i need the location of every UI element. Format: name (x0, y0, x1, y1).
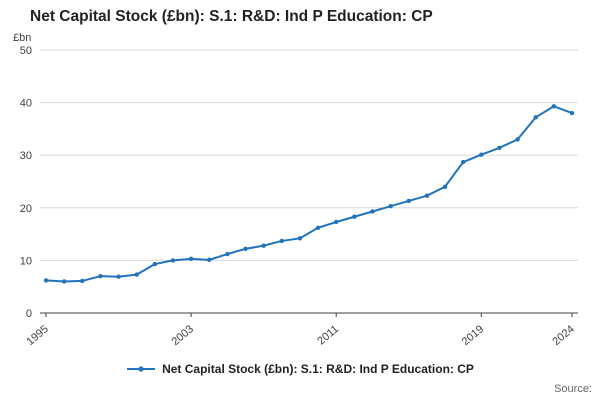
data-point-marker (279, 238, 284, 244)
legend: Net Capital Stock (£bn): S.1: R&D: Ind P… (0, 362, 600, 376)
data-point-marker (297, 236, 303, 241)
y-tick-label: 40 (20, 98, 32, 110)
data-point-marker (460, 159, 466, 165)
data-point-marker (569, 110, 575, 116)
data-point-marker (497, 145, 502, 151)
data-point-marker (352, 214, 357, 219)
data-point-marker (61, 279, 67, 284)
data-point-marker (207, 257, 212, 263)
legend-line-marker-icon (127, 366, 156, 372)
data-point-marker (533, 115, 538, 120)
series-line (45, 105, 573, 283)
x-tick-label: 2019 (460, 323, 486, 348)
data-point-marker (315, 225, 321, 230)
data-point-marker (424, 193, 430, 198)
data-point-marker (188, 256, 194, 262)
data-point-marker (479, 152, 484, 157)
data-point-marker (261, 243, 266, 248)
y-tick-label: 0 (26, 308, 32, 320)
source-label: Source: (554, 383, 592, 395)
y-axis-unit-label: £bn (13, 32, 32, 44)
x-tick-label: 1995 (24, 323, 50, 348)
legend-label: Net Capital Stock (£bn): S.1: R&D: Ind P… (162, 362, 474, 376)
data-point-marker (152, 261, 158, 267)
data-point-marker (243, 246, 248, 252)
chart-title: Net Capital Stock (£bn): S.1: R&D: Ind P… (30, 8, 433, 25)
y-tick-label: 30 (20, 150, 32, 162)
data-point-marker (551, 104, 557, 109)
data-point-marker (388, 204, 393, 209)
data-point-marker (170, 258, 176, 263)
data-point-marker (370, 209, 375, 214)
data-point-marker (334, 219, 339, 225)
data-point-marker (43, 278, 49, 283)
data-point-marker (225, 251, 230, 257)
y-tick-label: 20 (20, 203, 32, 215)
data-point-marker (406, 198, 411, 204)
x-tick-label: 2011 (315, 323, 341, 347)
data-point-marker (98, 273, 103, 279)
data-point-marker (116, 274, 121, 279)
x-tick-label: 2024 (550, 323, 576, 348)
x-tick-label: 2003 (170, 323, 196, 348)
data-point-marker (515, 137, 520, 142)
y-tick-label: 50 (20, 45, 32, 57)
y-tick-label: 10 (20, 255, 32, 267)
data-point-marker (442, 184, 448, 189)
data-point-marker (134, 272, 139, 277)
legend-swatch-dot (138, 366, 144, 372)
data-point-marker (80, 278, 85, 284)
